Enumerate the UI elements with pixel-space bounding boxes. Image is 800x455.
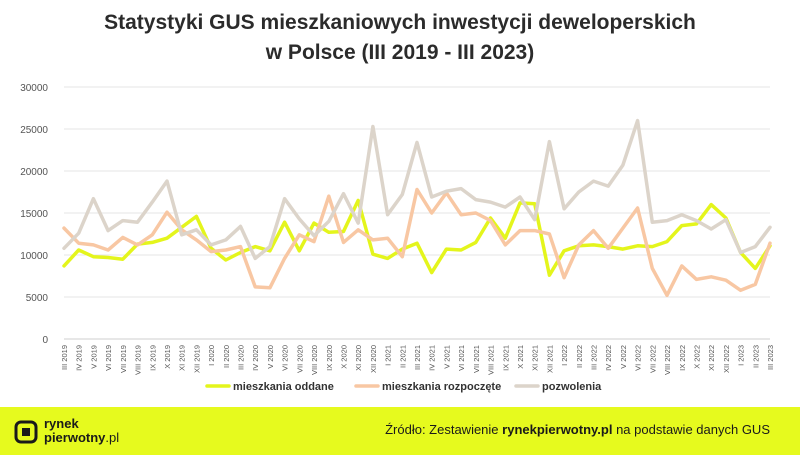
x-tick-label: VIII 2019 xyxy=(134,345,143,375)
footer-bar: rynek pierwotny.pl Źródło: Zestawienie r… xyxy=(0,407,800,455)
source-prefix: Źródło: Zestawienie xyxy=(385,422,503,437)
series-lines xyxy=(62,118,772,298)
x-tick-label: XI 2019 xyxy=(178,345,187,371)
source-suffix: na podstawie danych GUS xyxy=(612,422,770,437)
x-tick-label: V 2020 xyxy=(266,345,275,369)
x-tick-label: V 2019 xyxy=(89,345,98,369)
x-tick-label: V 2021 xyxy=(442,345,451,369)
x-tick-label: VII 2019 xyxy=(119,345,128,373)
x-tick-label: VIII 2020 xyxy=(310,345,319,375)
y-axis-ticks: 0 5000 10000 15000 20000 25000 30000 xyxy=(20,83,48,346)
x-tick-label: II 2022 xyxy=(575,345,584,368)
logo-line2-tld: .pl xyxy=(105,430,120,445)
x-tick-label: VII 2022 xyxy=(648,345,657,373)
x-tick-label: IX 2019 xyxy=(148,345,157,371)
x-tick-label: II 2021 xyxy=(398,345,407,368)
x-axis-ticks: III 2019 IV 2019 V 2019 VI 2019 VII 2019 VIII… xyxy=(60,345,775,375)
legend-label: mieszkania rozpoczęte xyxy=(382,381,501,393)
y-tick-label: 30000 xyxy=(20,83,48,94)
x-tick-label: VII 2020 xyxy=(295,345,304,373)
logo-line2-name: pierwotny xyxy=(44,430,106,445)
x-tick-label: III 2021 xyxy=(413,345,422,370)
x-tick-label: XII 2021 xyxy=(545,345,554,373)
x-tick-label: III 2020 xyxy=(237,345,246,370)
x-tick-label: III 2023 xyxy=(766,345,775,370)
source-note: Źródło: Zestawienie rynekpierwotny.pl na… xyxy=(385,422,770,437)
x-tick-label: V 2022 xyxy=(619,345,628,369)
source-site: rynekpierwotny.pl xyxy=(502,422,613,437)
legend: mieszkania oddane mieszkania rozpoczęte po… xyxy=(205,381,602,393)
x-tick-label: VI 2020 xyxy=(281,345,290,371)
x-tick-label: XII 2019 xyxy=(192,345,201,373)
legend-label: pozwolenia xyxy=(542,381,602,393)
x-tick-label: XI 2020 xyxy=(354,345,363,371)
x-tick-label: II 2020 xyxy=(222,345,231,368)
x-tick-label: I 2022 xyxy=(560,345,569,366)
legend-label: mieszkania oddane xyxy=(233,381,334,393)
x-tick-label: IV 2021 xyxy=(428,345,437,371)
logo-line1: rynek xyxy=(44,416,79,431)
x-tick-label: VIII 2022 xyxy=(663,345,672,375)
y-tick-label: 10000 xyxy=(20,251,48,262)
x-tick-label: XI 2022 xyxy=(707,345,716,371)
x-tick-label: IX 2022 xyxy=(678,345,687,371)
y-tick-label: 0 xyxy=(42,335,48,346)
x-tick-label: II 2023 xyxy=(751,345,760,368)
logo-text: rynek pierwotny.pl xyxy=(44,417,119,445)
logo-mark-icon xyxy=(14,420,38,444)
x-tick-label: IX 2021 xyxy=(501,345,510,371)
gridlines xyxy=(64,86,770,340)
series-line-3 xyxy=(62,118,772,261)
logo-line2: pierwotny.pl xyxy=(44,431,119,445)
x-tick-label: XII 2020 xyxy=(369,345,378,373)
y-tick-label: 25000 xyxy=(20,125,48,136)
x-tick-label: I 2023 xyxy=(737,345,746,366)
x-tick-label: VIII 2021 xyxy=(487,345,496,375)
chart-title-line1: Statystyki GUS mieszkaniowych inwestycji… xyxy=(104,11,696,34)
x-tick-label: XI 2021 xyxy=(531,345,540,371)
chart-title-line2: w Polsce (III 2019 - III 2023) xyxy=(265,41,535,64)
x-tick-label: I 2020 xyxy=(207,345,216,366)
y-tick-label: 20000 xyxy=(20,167,48,178)
y-tick-label: 5000 xyxy=(26,293,49,304)
x-tick-label: VII 2021 xyxy=(472,345,481,373)
x-tick-label: VI 2021 xyxy=(457,345,466,371)
x-tick-label: I 2021 xyxy=(384,345,393,366)
x-tick-label: VI 2022 xyxy=(634,345,643,371)
x-tick-label: III 2019 xyxy=(60,345,69,370)
x-tick-label: VI 2019 xyxy=(104,345,113,371)
x-tick-label: IV 2020 xyxy=(251,345,260,371)
x-tick-label: III 2022 xyxy=(590,345,599,370)
x-tick-label: X 2019 xyxy=(163,345,172,369)
x-tick-label: IV 2022 xyxy=(604,345,613,371)
x-tick-label: XII 2022 xyxy=(722,345,731,373)
x-tick-label: IX 2020 xyxy=(325,345,334,371)
y-tick-label: 15000 xyxy=(20,209,48,220)
x-tick-label: IV 2019 xyxy=(75,345,84,371)
x-tick-label: X 2022 xyxy=(692,345,701,369)
x-tick-label: X 2020 xyxy=(339,345,348,369)
series-line-1 xyxy=(62,198,772,277)
rynekpierwotny-logo[interactable]: rynek pierwotny.pl xyxy=(14,416,154,448)
x-tick-label: X 2021 xyxy=(516,345,525,369)
